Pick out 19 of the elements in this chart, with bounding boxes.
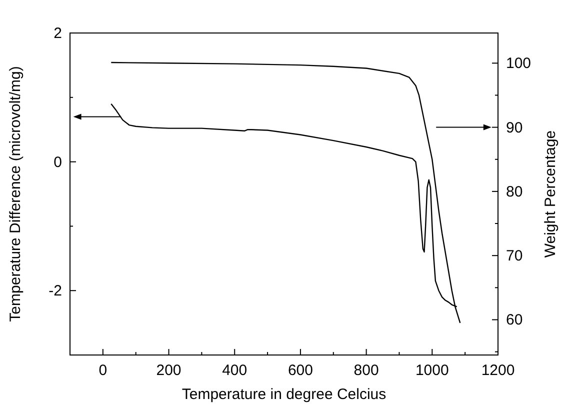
x-tick-label: 600 — [288, 362, 313, 379]
y2-tick-label: 60 — [506, 312, 523, 329]
y2-tick-label: 80 — [506, 183, 523, 200]
y2-tick-label: 90 — [506, 119, 523, 136]
y2-tick-label: 100 — [506, 55, 532, 72]
y-axis-title: Temperature Difference (microvolt/mg) — [7, 66, 24, 322]
x-tick-label: 0 — [98, 362, 108, 379]
x-tick-label: 200 — [156, 362, 182, 379]
y-tick-label: 2 — [54, 25, 62, 42]
x-tick-label: 800 — [354, 362, 379, 379]
y2-axis-title: Weight Percentage — [542, 130, 559, 258]
x-tick-label: 1000 — [415, 362, 449, 379]
y2-tick-label: 70 — [506, 248, 523, 265]
line-series — [110, 62, 461, 324]
x-tick-label: 400 — [222, 362, 248, 379]
y-tick-label: 0 — [54, 154, 62, 171]
x-tick-label: 1200 — [481, 362, 515, 379]
y-tick-label: -2 — [48, 282, 62, 300]
x-axis-title: Temperature in degree Celcius — [182, 386, 386, 403]
